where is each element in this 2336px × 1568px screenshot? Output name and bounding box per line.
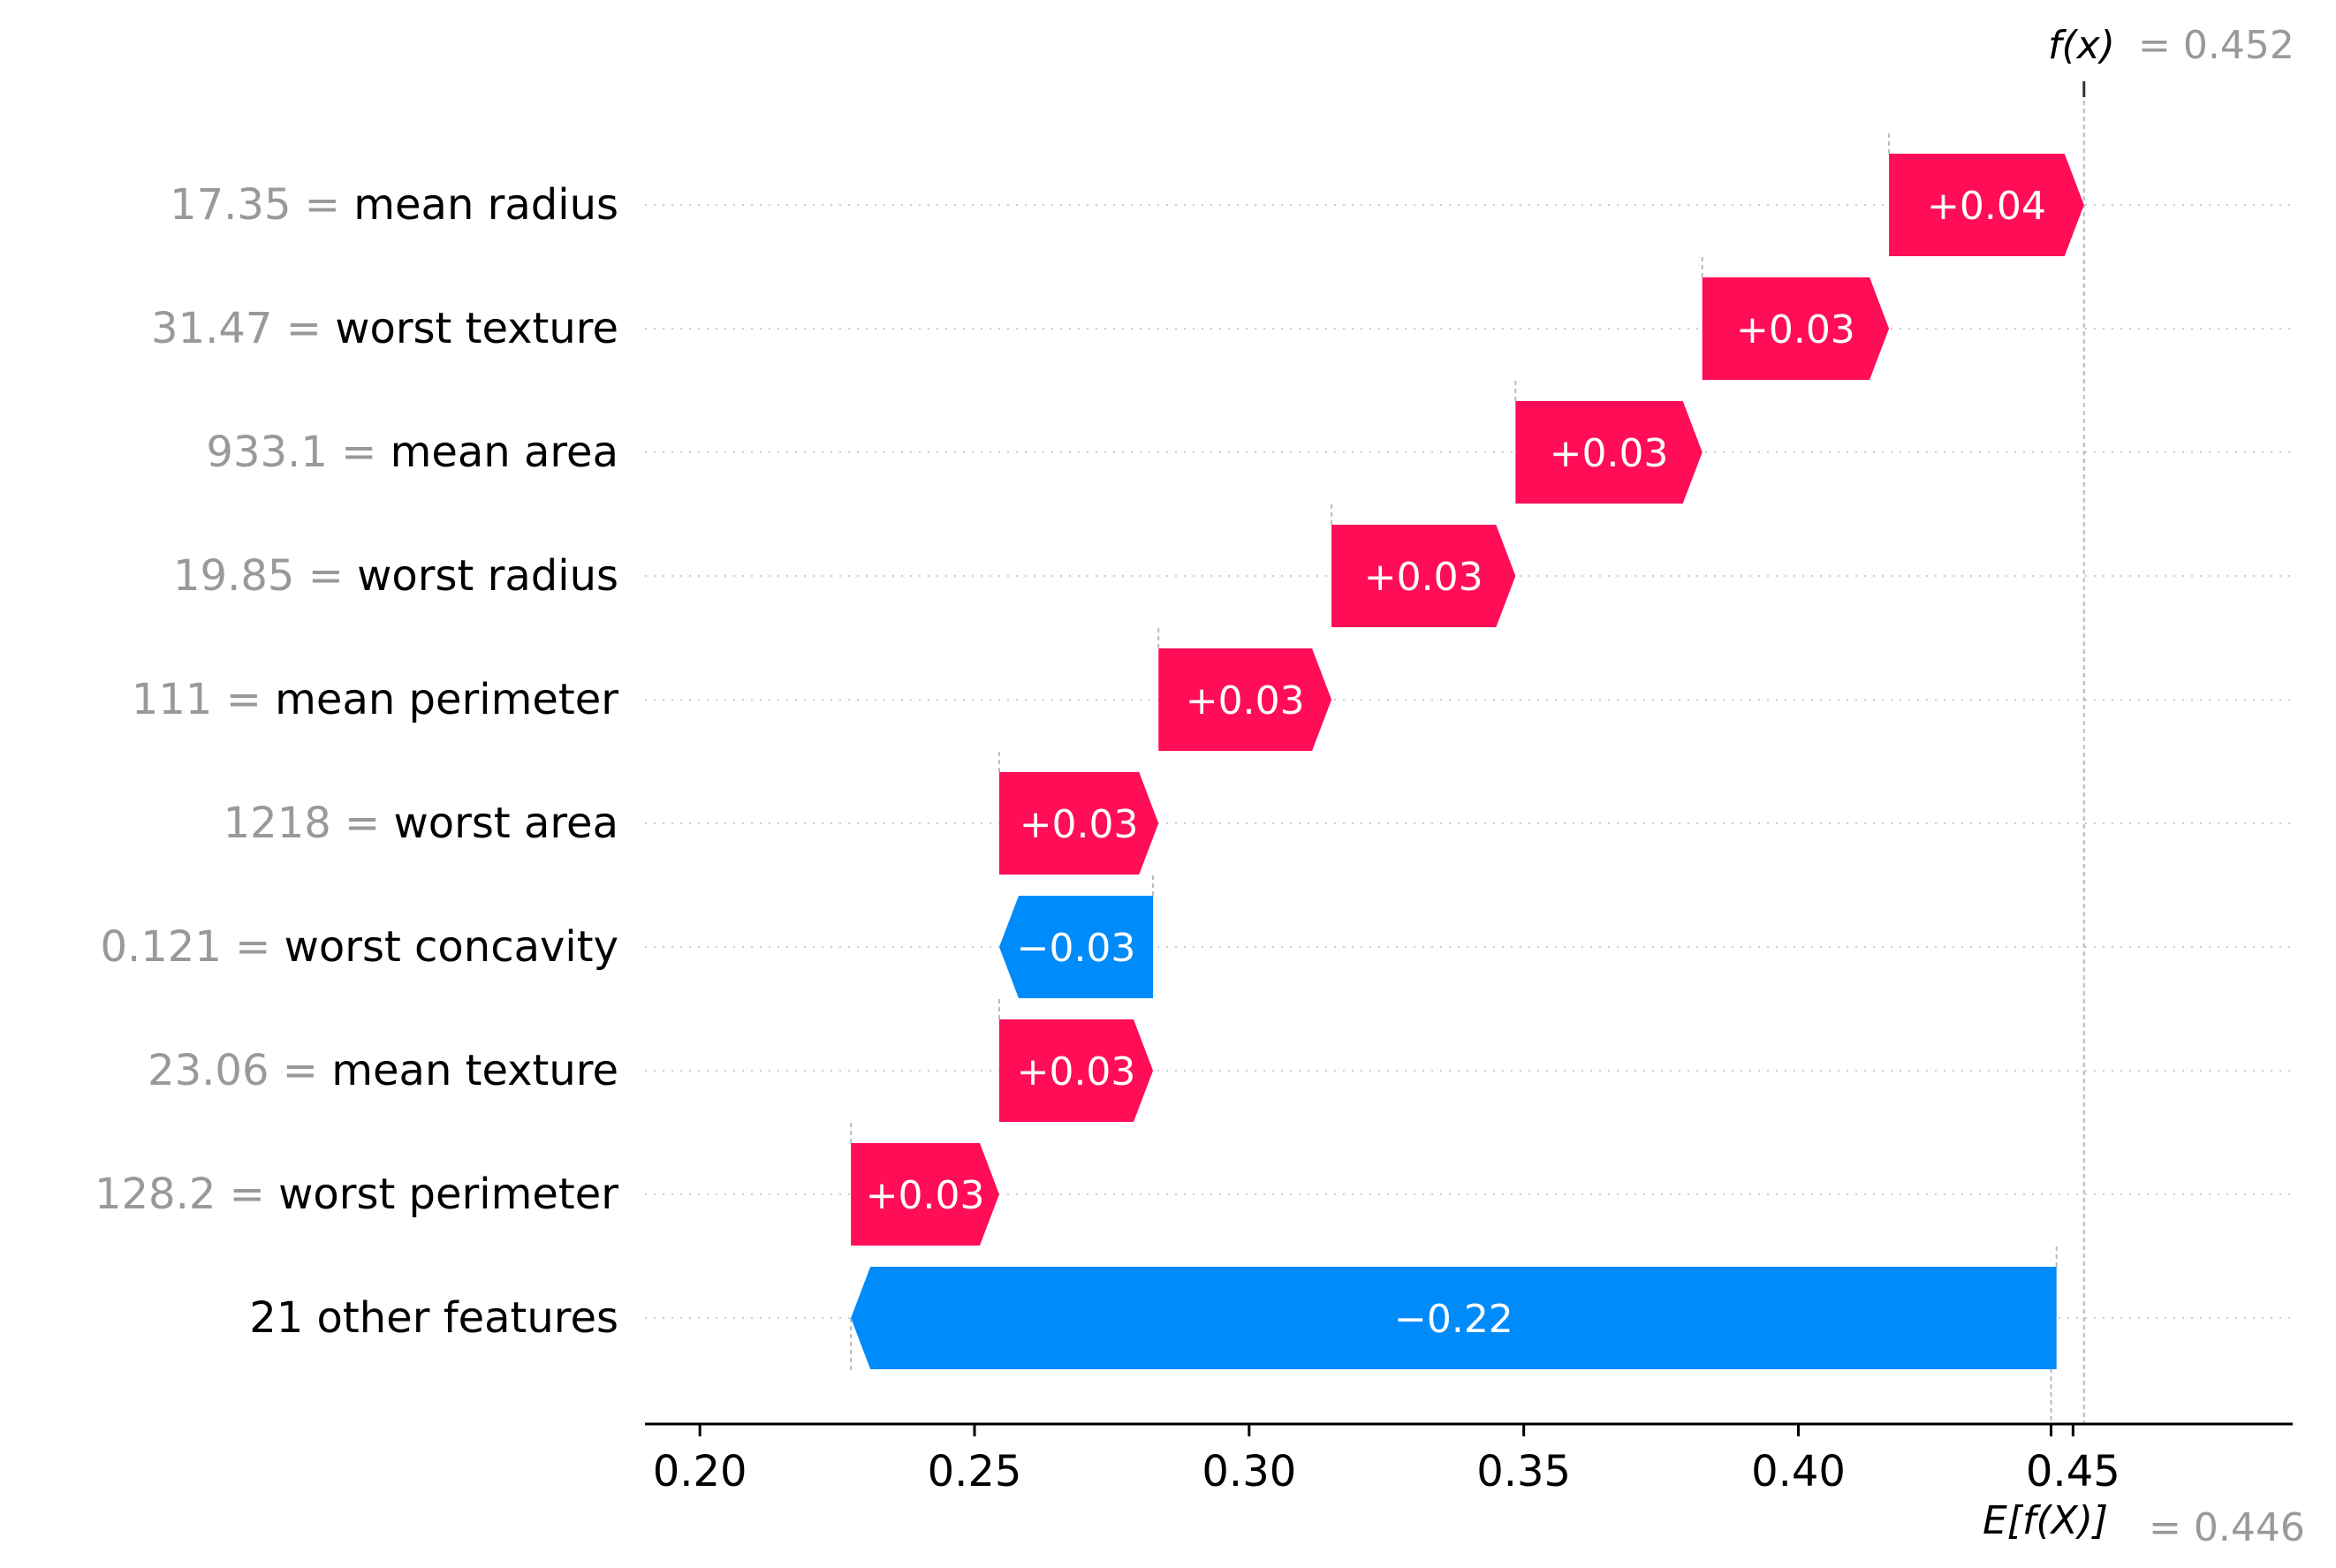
waterfall-bar	[998, 896, 1154, 998]
x-axis: 0.20 0.25 0.30 0.35 0.40 0.45	[645, 1422, 2293, 1496]
feature-value: 19.85 =	[173, 551, 357, 601]
waterfall-bar	[851, 1267, 2057, 1369]
feature-name: worst texture	[335, 304, 618, 353]
bar-value-label: +0.04	[1927, 184, 2046, 229]
bar-value-label: +0.03	[1736, 307, 1855, 352]
feature-name: mean radius	[353, 180, 618, 230]
feature-name: worst area	[394, 799, 618, 848]
base-value-annotation: E[f(X)] = 0.446	[1983, 1498, 2305, 1550]
feature-value: 23.06 =	[148, 1046, 331, 1095]
bars: +0.04 +0.03 +0.03 +0.03 +0.03 +0.03 −0.03 +0.03…	[851, 154, 2084, 1369]
waterfall-bar	[1515, 401, 1703, 504]
bar-value-label: +0.03	[1364, 555, 1483, 600]
feature-label: 111 = mean perimeter	[132, 675, 618, 724]
x-tick-label: 0.45	[2026, 1447, 2120, 1496]
feature-label: 128.2 = worst perimeter	[95, 1170, 618, 1219]
x-tick-label: 0.35	[1476, 1447, 1571, 1496]
waterfall-bar	[1889, 154, 2084, 256]
bar-value-label: +0.03	[1186, 678, 1305, 723]
base-value-label: E[f(X)]	[1983, 1498, 2108, 1543]
waterfall-bar	[998, 772, 1159, 875]
fx-value: = 0.452	[2138, 23, 2294, 68]
x-tick-label: 0.25	[928, 1447, 1022, 1496]
feature-value: 17.35 =	[170, 180, 353, 230]
feature-name: mean texture	[331, 1046, 618, 1095]
feature-label: 21 other features	[249, 1293, 618, 1343]
waterfall-bar	[1158, 648, 1332, 751]
feature-value: 1218 =	[224, 799, 394, 848]
feature-name: worst concavity	[284, 922, 618, 972]
fx-annotation: f(x) = 0.452	[2048, 23, 2294, 68]
waterfall-bar	[1702, 277, 1890, 380]
feature-label: 31.47 = worst texture	[151, 304, 618, 353]
bar-value-label: +0.03	[1017, 1049, 1136, 1095]
x-tick-label: 0.30	[1202, 1447, 1296, 1496]
bar-value-label: +0.03	[866, 1173, 985, 1218]
feature-value: 0.121 =	[100, 922, 284, 972]
waterfall-bar	[851, 1143, 999, 1246]
bar-value-label: +0.03	[1020, 802, 1139, 847]
feature-name: worst perimeter	[278, 1170, 618, 1219]
feature-value: 31.47 =	[151, 304, 335, 353]
feature-value: 933.1 =	[206, 428, 390, 477]
connectors	[850, 133, 2058, 1373]
feature-label: 0.121 = worst concavity	[100, 922, 618, 972]
waterfall-bar	[998, 1019, 1154, 1122]
feature-label: 23.06 = mean texture	[148, 1046, 618, 1095]
feature-label: 19.85 = worst radius	[173, 551, 618, 601]
feature-name: worst radius	[357, 551, 618, 601]
feature-name: mean perimeter	[275, 675, 618, 724]
feature-label: 17.35 = mean radius	[170, 180, 618, 230]
y-axis-labels: 17.35 = mean radius 31.47 = worst texture…	[95, 180, 618, 1343]
x-tick-label: 0.20	[653, 1447, 747, 1496]
reference-lines	[2050, 81, 2086, 1424]
x-tick-label: 0.40	[1751, 1447, 1846, 1496]
fx-label: f(x)	[2048, 23, 2115, 68]
bar-value-label: −0.22	[1394, 1297, 1513, 1342]
waterfall-bar	[1331, 525, 1516, 627]
feature-name: mean area	[391, 428, 618, 477]
feature-value: 111 =	[132, 675, 275, 724]
feature-value: 128.2 =	[95, 1170, 278, 1219]
feature-name: 21 other features	[249, 1293, 618, 1343]
feature-label: 933.1 = mean area	[206, 428, 618, 477]
feature-label: 1218 = worst area	[224, 799, 618, 848]
bar-value-label: −0.03	[1017, 926, 1136, 971]
bar-value-label: +0.03	[1550, 431, 1669, 476]
base-value: = 0.446	[2149, 1505, 2305, 1550]
